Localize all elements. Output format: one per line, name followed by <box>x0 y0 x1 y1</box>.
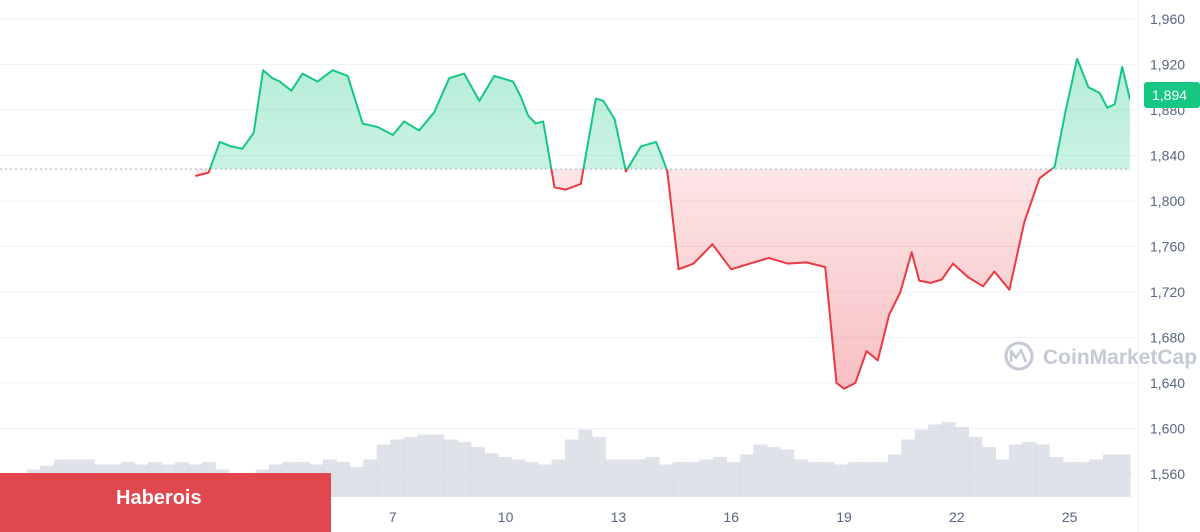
volume-bar <box>605 459 620 497</box>
volume-bar <box>901 439 916 497</box>
coinmarketcap-logo-icon <box>1004 341 1034 371</box>
volume-bar <box>376 444 391 497</box>
x-tick-label: 22 <box>949 509 965 525</box>
coinmarketcap-watermark: CoinMarketCap <box>1004 341 1197 371</box>
y-tick-label: 1,680 <box>1150 330 1185 346</box>
y-tick-label: 1,960 <box>1150 11 1185 27</box>
volume-bar <box>336 462 351 497</box>
volume-bar <box>807 462 822 497</box>
volume-bar <box>834 464 848 497</box>
price-line-down <box>195 169 1054 390</box>
volume-bar <box>1076 462 1091 497</box>
price-line <box>195 57 1130 390</box>
volume-bar <box>349 467 364 497</box>
volume-bar <box>739 454 754 497</box>
volume-bar <box>1049 457 1064 497</box>
source-banner: Haberois <box>0 473 331 532</box>
x-tick-label: 25 <box>1062 509 1078 525</box>
volume-bar <box>766 447 781 497</box>
volume-bar <box>430 434 445 497</box>
volume-bar <box>443 439 458 497</box>
volume-bar <box>659 464 674 497</box>
volume-bar <box>363 459 378 497</box>
volume-bar <box>403 437 418 497</box>
volume-bar <box>578 429 593 497</box>
y-tick-label: 1,560 <box>1150 466 1185 482</box>
volume-bar <box>968 437 983 497</box>
price-area-up <box>209 58 1130 170</box>
volume-bar <box>1008 444 1023 497</box>
volume-bar <box>538 464 553 497</box>
price-badge-bg <box>1144 82 1200 108</box>
volume-bar <box>1089 459 1104 497</box>
x-tick-label: 7 <box>389 509 397 525</box>
volume-bar <box>497 457 512 497</box>
volume-bar <box>1116 454 1131 497</box>
watermark-text: CoinMarketCap <box>1043 346 1197 369</box>
volume-bar <box>847 462 862 497</box>
volume-bar <box>726 462 741 497</box>
volume-bar <box>551 459 566 497</box>
current-price-badge: 1,894 <box>1144 82 1200 108</box>
volume-bar <box>524 462 539 497</box>
volume-bar <box>591 437 606 497</box>
volume-bar <box>1022 442 1037 497</box>
x-tick-label: 19 <box>836 509 852 525</box>
volume-bar <box>820 462 835 497</box>
y-tick-label: 1,800 <box>1150 193 1185 209</box>
volume-bar <box>699 459 714 497</box>
price-area <box>195 58 1130 389</box>
volume-bar <box>618 459 633 497</box>
volume-bar <box>928 424 943 497</box>
volume-bar <box>874 462 889 497</box>
volume-bar <box>672 462 687 497</box>
y-tick-label: 1,760 <box>1150 239 1185 255</box>
volume-bar <box>982 447 996 497</box>
volume-bar <box>457 442 472 497</box>
volume-bar <box>914 429 929 497</box>
volume-bar <box>645 457 660 497</box>
volume-bar <box>887 454 902 497</box>
volume-bar <box>686 462 701 497</box>
y-tick-label: 1,600 <box>1150 421 1185 437</box>
volume-bar <box>511 459 526 497</box>
volume-bar <box>753 444 768 497</box>
banner-label: Haberois <box>116 487 202 509</box>
volume-bar <box>484 453 499 497</box>
volume-bar <box>780 449 795 497</box>
volume-bar <box>1035 444 1050 497</box>
y-tick-label: 1,720 <box>1150 284 1185 300</box>
volume-bar <box>565 439 579 497</box>
price-area-down <box>195 169 1130 389</box>
volume-bar <box>390 439 405 497</box>
x-tick-label: 10 <box>498 509 514 525</box>
y-axis: 1,9601,9201,8801,8401,8001,7601,7201,680… <box>1150 11 1185 482</box>
volume-bar <box>632 459 647 497</box>
x-tick-label: 16 <box>723 509 739 525</box>
volume-bar <box>995 459 1010 497</box>
price-badge-label: 1,894 <box>1152 87 1187 103</box>
volume-bar <box>955 427 970 497</box>
volume-bar <box>417 434 431 497</box>
y-tick-label: 1,640 <box>1150 375 1185 391</box>
y-tick-label: 1,920 <box>1150 57 1185 73</box>
y-tick-label: 1,840 <box>1150 148 1185 164</box>
x-tick-label: 13 <box>611 509 627 525</box>
volume-bar <box>1103 454 1118 497</box>
volume-bar <box>941 422 956 497</box>
coinmarketcap-logo-mark <box>1009 348 1028 363</box>
volume-bar <box>860 462 875 497</box>
volume-bar <box>1062 462 1077 497</box>
volume-bar <box>470 447 485 497</box>
volume-bar <box>712 457 727 497</box>
price-line-up <box>208 57 1130 170</box>
volume-bar <box>793 459 808 497</box>
